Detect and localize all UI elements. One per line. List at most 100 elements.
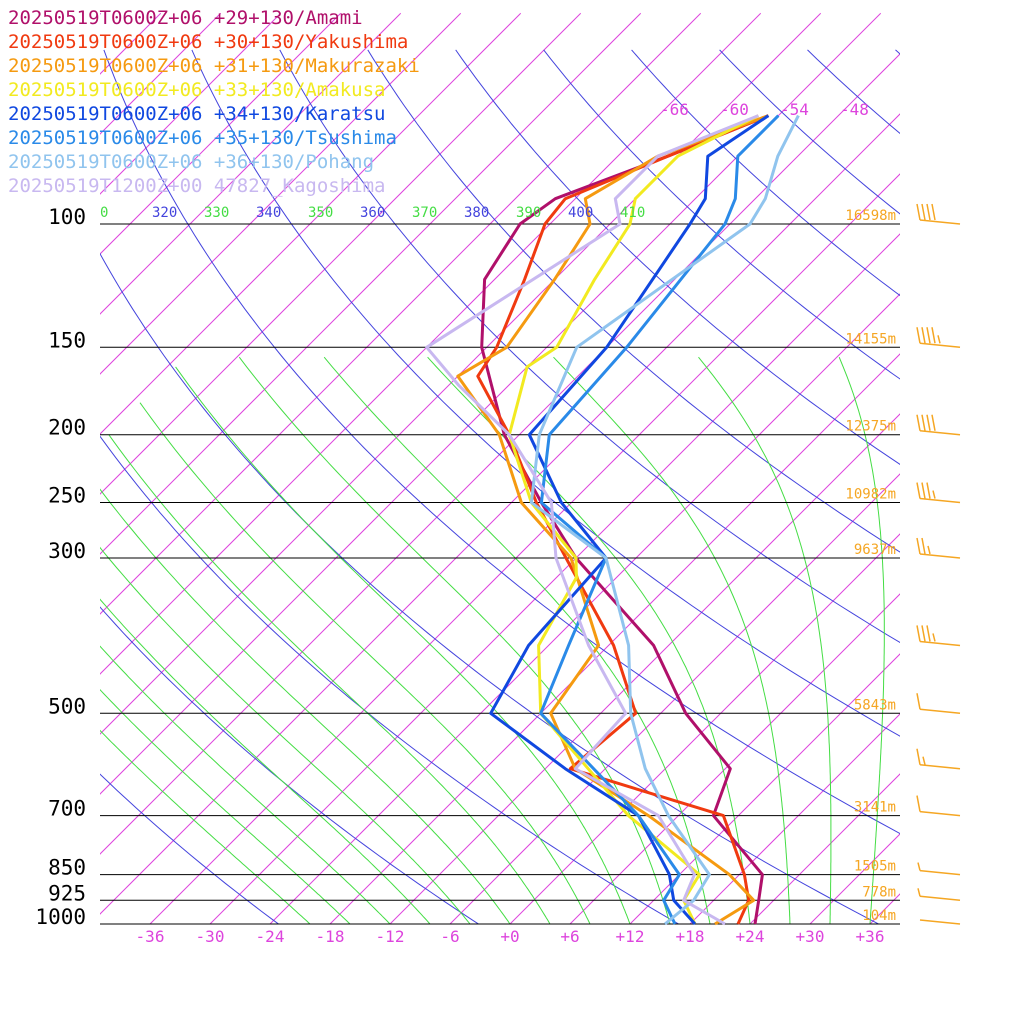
isotherm [629, 653, 900, 924]
temperature-tick: -18 [316, 927, 345, 946]
isotherm [100, 12, 882, 795]
isotherm [100, 12, 762, 675]
theta-label: 0 [100, 205, 108, 221]
dry-adiabat [100, 606, 480, 924]
wind-barb [916, 414, 961, 436]
pressure-label: 150 [48, 328, 86, 352]
temperature-tick: -24 [256, 927, 285, 946]
theta-label: 340 [256, 205, 281, 221]
temperature-tick: -12 [376, 927, 405, 946]
dry-adiabat [631, 49, 900, 297]
wind-barb [916, 795, 961, 817]
moist-adiabat [139, 402, 591, 924]
series-line-6 [529, 114, 800, 926]
upper-temp-label: -48 [840, 100, 869, 119]
dry-adiabat [103, 49, 900, 835]
height-label: 3141m [854, 800, 896, 816]
wind-barb [919, 919, 961, 925]
theta-label: 380 [464, 205, 489, 221]
moist-adiabat [108, 434, 551, 924]
isotherm [209, 233, 900, 924]
moist-adiabat [838, 357, 885, 924]
isotherm [569, 593, 900, 924]
moist-adiabat [100, 729, 311, 924]
series-line-1 [476, 114, 769, 925]
pressure-label: 1000 [35, 905, 86, 929]
dry-adiabat [100, 435, 680, 924]
moist-adiabat [175, 366, 631, 924]
moist-adiabat [698, 356, 832, 924]
background-lines [100, 12, 1024, 939]
temperature-tick: +24 [736, 927, 765, 946]
dry-adiabat [807, 49, 900, 135]
series-line-5 [539, 114, 780, 925]
isotherm [100, 113, 900, 915]
pressure-label: 300 [48, 539, 86, 563]
isotherm [509, 533, 900, 924]
isotherm [915, 13, 1024, 939]
legend-entry: 20250519T1200Z+00 47827_Kagoshima [8, 175, 386, 197]
legend: 20250519T0600Z+06 +29+130/Amami20250519T… [8, 7, 420, 197]
height-label: 10982m [845, 487, 896, 503]
legend-entry: 20250519T0600Z+06 +29+130/Amami [8, 7, 363, 29]
upper-temp-label: -54 [780, 100, 809, 119]
dry-adiabat [100, 773, 280, 924]
temperature-tick: -36 [136, 927, 165, 946]
theta-label: 320 [152, 205, 177, 221]
dry-adiabat [367, 49, 900, 553]
theta-label: 400 [568, 205, 593, 221]
legend-entry: 20250519T0600Z+06 +31+130/Makurazaki [8, 55, 420, 77]
moist-adiabat [100, 598, 431, 924]
moist-adiabat [100, 688, 351, 924]
moist-adiabat [323, 356, 711, 924]
isotherm [100, 12, 462, 375]
temperature-tick: +30 [796, 927, 825, 946]
isotherm [100, 12, 702, 615]
wind-barb [916, 625, 961, 647]
temperature-tick: +12 [616, 927, 645, 946]
moist-adiabat [909, 357, 956, 939]
isotherm [749, 773, 900, 924]
isotherm [100, 53, 900, 855]
wind-barbs [916, 203, 961, 925]
height-label: 104m [862, 908, 896, 924]
pressure-label: 925 [48, 881, 86, 905]
isotherm [269, 293, 900, 924]
legend-entry: 20250519T0600Z+06 +33+130/Amakusa [8, 79, 386, 101]
theta-label: 370 [412, 205, 437, 221]
temperature-tick: -6 [440, 927, 459, 946]
series-lines [425, 114, 800, 926]
temperature-tick: -30 [196, 927, 225, 946]
dry-adiabat [279, 49, 900, 644]
isotherm [975, 13, 1024, 939]
legend-entry: 20250519T0600Z+06 +34+130/Karatsu [8, 103, 386, 125]
temperature-tick: +6 [560, 927, 579, 946]
moist-adiabat [100, 546, 471, 924]
moist-adiabat [238, 356, 671, 924]
theta-label: 390 [516, 205, 541, 221]
legend-entry: 20250519T0600Z+06 +35+130/Tsushima [8, 127, 397, 149]
height-label: 9637m [854, 542, 896, 558]
isotherm [329, 353, 900, 924]
pressure-label: 100 [48, 205, 86, 229]
moist-adiabat [100, 488, 511, 924]
isotherm [100, 12, 342, 255]
dry-adiabat [895, 49, 900, 55]
wind-barb [916, 482, 961, 504]
dry-adiabat [719, 49, 900, 215]
pressure-label: 500 [48, 694, 86, 718]
moist-adiabat [100, 645, 391, 924]
temperature-tick: +18 [676, 927, 705, 946]
wind-barb [916, 537, 961, 559]
wind-barb [917, 888, 961, 902]
series-line-7 [425, 114, 759, 926]
legend-entry: 20250519T0600Z+06 +30+130/Yakushima [8, 31, 408, 53]
theta-label: 350 [308, 205, 333, 221]
isotherm [100, 12, 642, 555]
isotherm [100, 12, 582, 495]
theta-label: 360 [360, 205, 385, 221]
wind-barb [916, 748, 961, 770]
isotherm [100, 12, 522, 435]
isotherm [389, 413, 900, 924]
